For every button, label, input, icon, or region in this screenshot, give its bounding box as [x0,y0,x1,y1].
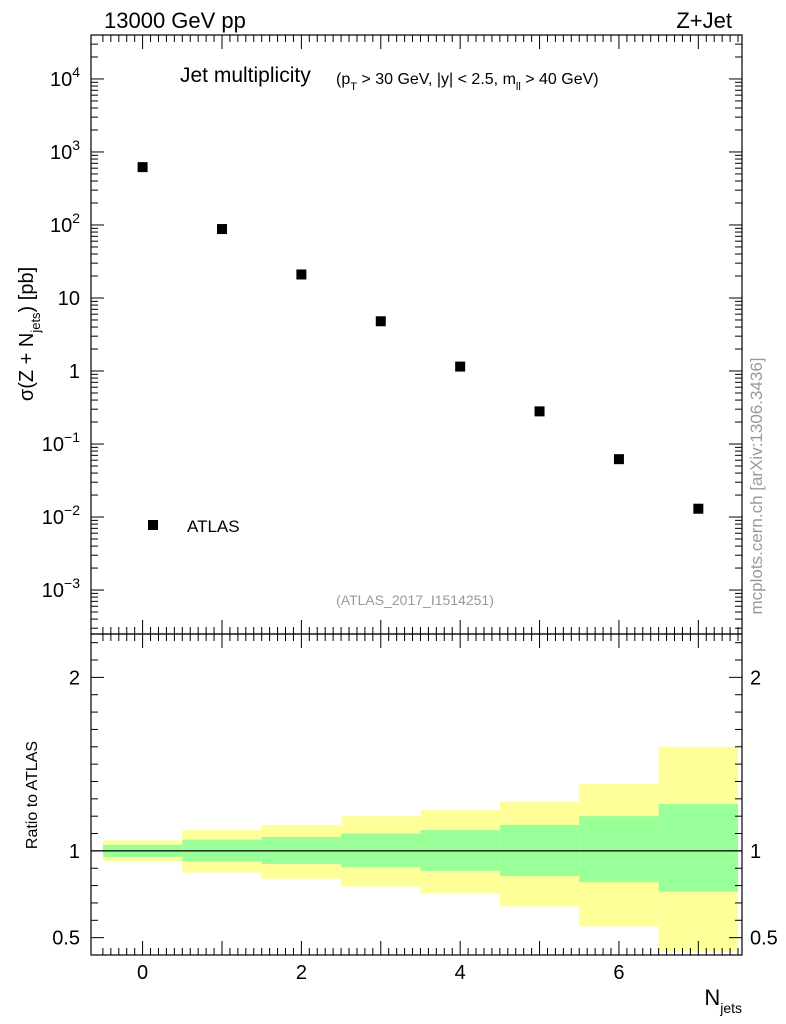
y-tick-label: 10−1 [42,429,80,456]
x-tick-label: 4 [455,962,466,984]
main-x-axis-ticks [102,35,739,634]
ratio-panel-frame [90,633,743,956]
ratio-y-axis-label: Ratio to ATLAS [24,741,41,849]
ratio-y-tick-label: 0.5 [52,928,80,950]
ratio-y-tick-label: 1 [69,841,80,863]
data-point [455,361,466,372]
data-point [534,406,545,417]
ratio-y-axis: 0.5 0.5 1 1 2 2 [52,642,778,956]
y-tick-label: 1 [69,361,80,383]
inner-band [658,804,739,892]
y-tick-label: 10−2 [42,502,80,529]
header-right-label: Z+Jet [676,8,732,33]
main-panel-frame [90,34,743,635]
data-point [693,503,704,514]
analysis-label: (ATLAS_2017_I1514251) [336,592,494,608]
x-tick-label: 2 [296,962,307,984]
main-panel: Jet multiplicity (pT > 30 GeV, |y| < 2.5… [16,34,743,635]
data-points [137,162,704,514]
side-source-label: mcplots.cern.ch [arXiv:1306.3436] [747,357,766,614]
ratio-y-tick-label-right: 1 [750,841,761,863]
ratio-panel: 0.5 0.5 1 1 2 2 0 2 4 6 Ratio to ATLAS Njets [24,633,778,1016]
ratio-bands [102,746,739,952]
header-left-label: 13000 GeV pp [104,8,246,33]
y-tick-label: 102 [50,210,80,237]
ratio-x-axis: 0 2 4 6 [102,634,739,984]
main-y-axis: 10−3 10−2 10−1 1 10 102 103 104 [42,34,742,629]
data-point [613,454,624,465]
data-point [375,316,386,327]
y-tick-label: 10−3 [42,575,80,602]
data-point [216,224,227,235]
legend-marker-atlas [148,520,158,530]
main-y-axis-label: σ(Z + Njets) [pb] [16,267,43,401]
y-tick-label: 103 [50,137,80,164]
x-axis-label: Njets [704,985,742,1016]
y-tick-label: 104 [50,64,80,91]
legend-label-atlas: ATLAS [187,517,240,536]
x-tick-label: 0 [137,962,148,984]
main-title: Jet multiplicity [180,64,311,87]
ratio-y-tick-label: 2 [69,667,80,689]
ratio-y-tick-label-right: 2 [750,667,761,689]
main-subtitle: (pT > 30 GeV, |y| < 2.5, mll > 40 GeV) [336,71,599,93]
ratio-y-tick-label-right: 0.5 [750,928,778,950]
data-point [137,162,148,173]
y-tick-label: 10 [58,288,80,310]
data-point [296,269,307,280]
inner-band [579,816,659,883]
x-tick-label: 6 [613,962,624,984]
